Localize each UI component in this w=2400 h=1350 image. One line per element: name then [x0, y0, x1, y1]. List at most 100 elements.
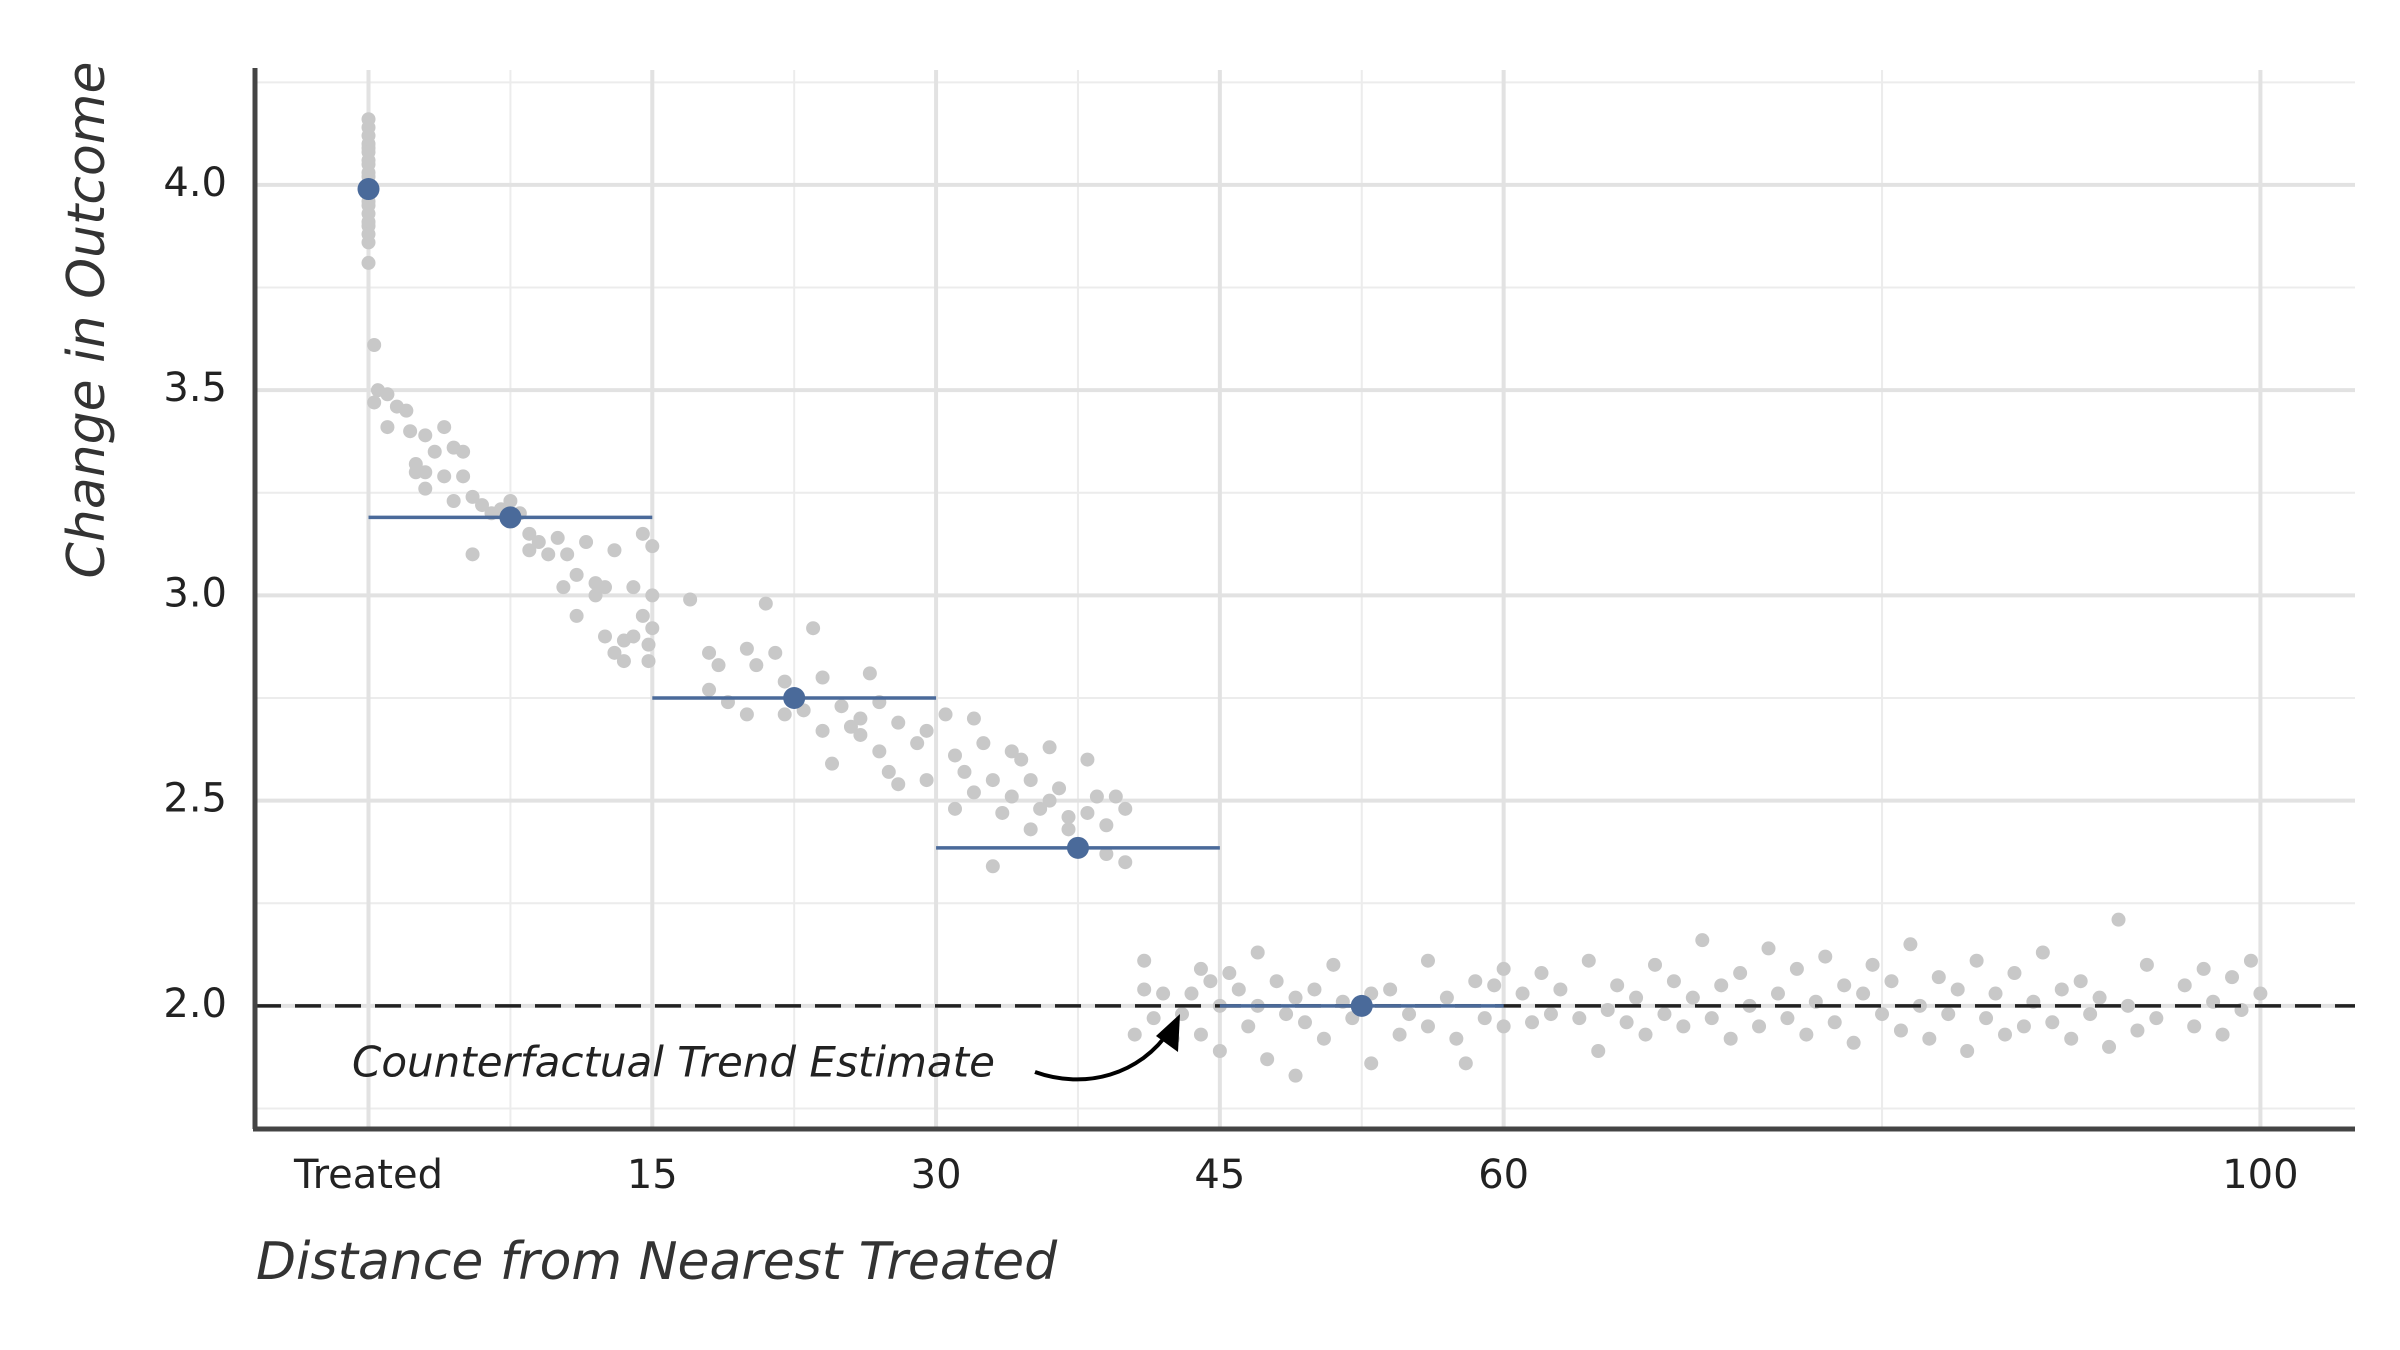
data-point	[2083, 1007, 2098, 1022]
data-point	[2225, 970, 2240, 985]
data-point	[1222, 966, 1237, 981]
data-point	[1676, 1019, 1691, 1034]
data-point	[1979, 1011, 1994, 1026]
data-point	[1657, 1007, 1672, 1022]
data-point	[1184, 986, 1199, 1001]
data-point	[2215, 1027, 2230, 1042]
data-point	[1279, 1007, 1294, 1022]
data-point	[1193, 961, 1208, 976]
data-point	[1052, 781, 1067, 796]
data-point	[418, 428, 433, 443]
data-point	[1837, 978, 1852, 993]
data-point	[1534, 966, 1549, 981]
data-point	[1827, 1015, 1842, 1030]
data-point	[607, 645, 622, 660]
data-point	[560, 547, 575, 562]
data-point	[1638, 1027, 1653, 1042]
data-point	[1648, 957, 1662, 972]
data-point	[1023, 773, 1038, 788]
data-point	[2092, 990, 2107, 1005]
data-point	[1733, 966, 1748, 981]
data-point	[1525, 1015, 1540, 1030]
data-point	[1893, 1023, 1908, 1038]
data-point	[2120, 998, 2135, 1013]
data-point	[1884, 974, 1899, 989]
arrow-head	[1156, 1014, 1180, 1052]
data-point	[1326, 957, 1341, 972]
data-point	[711, 658, 726, 673]
data-point	[1960, 1044, 1975, 1059]
data-point	[1137, 982, 1152, 997]
data-point	[569, 567, 584, 582]
data-point	[465, 547, 480, 562]
bin-mean	[1350, 994, 1373, 1017]
bin-mean	[783, 687, 806, 710]
data-point	[966, 711, 981, 726]
data-point	[1004, 789, 1019, 804]
data-point	[966, 785, 981, 800]
data-point	[1061, 810, 1076, 825]
data-point	[418, 481, 433, 496]
data-point	[1004, 744, 1019, 759]
data-point	[843, 719, 858, 734]
data-point	[1780, 1011, 1795, 1026]
data-point	[361, 235, 376, 250]
y-tick-label: 3.5	[163, 365, 227, 411]
data-point	[957, 764, 972, 779]
data-point	[1818, 949, 1833, 964]
data-point	[976, 736, 991, 751]
marks	[255, 112, 2355, 1083]
data-point	[2102, 1039, 2117, 1054]
y-tick-label: 3.0	[163, 570, 227, 616]
data-point	[1298, 1015, 1312, 1030]
data-point	[465, 489, 480, 504]
data-point	[522, 526, 537, 541]
data-point	[1080, 752, 1095, 767]
data-point	[569, 608, 584, 623]
data-point	[1969, 953, 1984, 968]
data-point	[891, 715, 906, 730]
data-point	[1789, 961, 1804, 976]
data-point	[437, 420, 452, 435]
data-point	[1288, 1068, 1303, 1083]
annotation-arrow	[1034, 1028, 1172, 1082]
data-point	[891, 777, 906, 792]
data-point	[1118, 801, 1133, 816]
data-point	[1629, 990, 1644, 1005]
data-point	[1799, 1027, 1814, 1042]
data-point	[1127, 1027, 1142, 1042]
data-point	[948, 801, 962, 816]
data-point	[1099, 846, 1114, 861]
data-point	[626, 580, 641, 595]
data-point	[739, 707, 754, 722]
data-point	[1714, 978, 1729, 993]
y-tick-label: 4.0	[163, 160, 227, 206]
data-point	[1014, 752, 1029, 767]
data-point	[531, 535, 546, 550]
data-point	[1998, 1027, 2012, 1042]
data-point	[2016, 1019, 2031, 1034]
data-point	[1723, 1031, 1738, 1046]
data-point	[758, 596, 773, 611]
data-point	[2073, 974, 2088, 989]
data-point	[1950, 982, 1965, 997]
data-point	[427, 444, 442, 459]
data-point	[1752, 1019, 1767, 1034]
data-point	[862, 666, 877, 681]
x-tick-label: 100	[2222, 1152, 2298, 1198]
data-point	[437, 469, 452, 484]
data-point	[1439, 990, 1454, 1005]
data-point	[834, 699, 849, 714]
data-point	[522, 543, 537, 558]
data-point	[1146, 1011, 1161, 1026]
data-point	[1250, 945, 1265, 960]
data-point	[616, 654, 631, 669]
data-point	[380, 420, 395, 435]
data-point	[1572, 1011, 1587, 1026]
data-point	[1042, 740, 1057, 755]
data-point	[1875, 1007, 1890, 1022]
data-point	[985, 859, 1000, 874]
data-point	[2130, 1023, 2145, 1038]
